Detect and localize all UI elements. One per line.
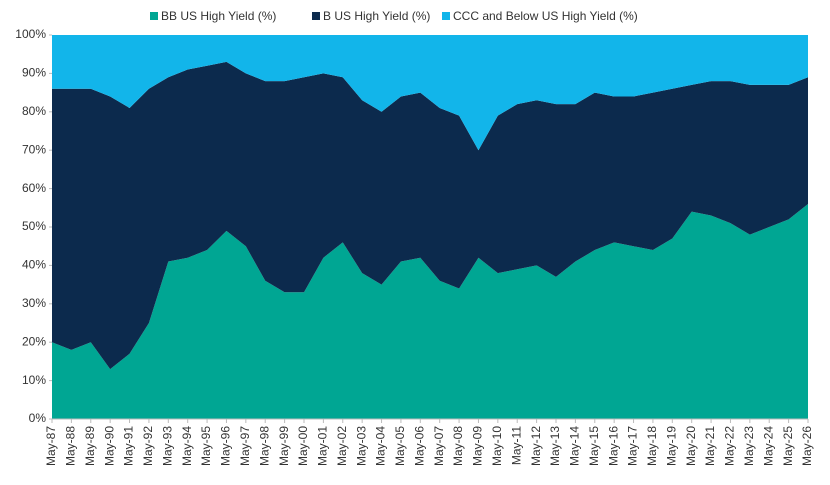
x-tick-label: May-93: [160, 426, 174, 466]
x-tick-label: May-07: [432, 426, 446, 466]
x-tick-label: May-97: [238, 426, 252, 466]
x-tick-label: May-05: [393, 426, 407, 466]
x-tick-label: May-26: [800, 426, 814, 466]
x-tick-label: May-09: [471, 426, 485, 466]
legend-swatch: [312, 12, 320, 20]
x-tick-label: May-91: [122, 426, 136, 466]
x-tick-label: May-10: [490, 426, 504, 466]
x-tick-label: May-94: [180, 426, 194, 466]
y-tick-label: 90%: [22, 66, 46, 80]
x-tick-label: May-22: [723, 426, 737, 466]
x-tick-label: May-20: [684, 426, 698, 466]
x-tick-label: May-06: [412, 426, 426, 466]
x-tick-label: May-24: [761, 426, 775, 466]
x-tick-label: May-12: [529, 426, 543, 466]
x-tick-label: May-00: [296, 426, 310, 466]
y-tick-label: 100%: [15, 27, 46, 41]
legend-label: B US High Yield (%): [323, 9, 430, 23]
x-tick-label: May-08: [451, 426, 465, 466]
x-tick-label: May-04: [374, 426, 388, 466]
x-tick-label: May-88: [64, 426, 78, 466]
x-tick-label: May-95: [199, 426, 213, 466]
area: [52, 61, 808, 370]
x-tick-label: May-19: [664, 426, 678, 466]
x-tick-label: May-90: [102, 426, 116, 466]
area: [52, 35, 808, 151]
legend-label: BB US High Yield (%): [161, 9, 276, 23]
x-tick-label: May-13: [548, 426, 562, 466]
y-tick-label: 0%: [29, 411, 47, 425]
x-tick-label: May-02: [335, 426, 349, 466]
legend-swatch: [150, 12, 158, 20]
x-tick-label: May-99: [277, 426, 291, 466]
x-tick-label: May-03: [354, 426, 368, 466]
y-tick-label: 50%: [22, 219, 46, 233]
y-tick-label: 40%: [22, 258, 46, 272]
y-tick-label: 60%: [22, 181, 46, 195]
x-tick-label: May-18: [645, 426, 659, 466]
x-tick-label: May-11: [509, 426, 523, 465]
x-tick-label: May-92: [141, 426, 155, 466]
area: [52, 203, 808, 419]
x-tick-label: May-17: [626, 426, 640, 466]
x-tick-label: May-23: [742, 426, 756, 466]
x-tick-label: May-89: [83, 426, 97, 466]
x-tick-label: May-15: [587, 426, 601, 466]
x-tick-label: May-25: [781, 426, 795, 466]
y-tick-label: 10%: [22, 373, 46, 387]
y-tick-label: 20%: [22, 334, 46, 348]
y-tick-label: 70%: [22, 142, 46, 156]
legend-swatch: [442, 12, 450, 20]
y-tick-label: 30%: [22, 296, 46, 310]
x-tick-label: May-87: [44, 426, 58, 466]
x-tick-label: May-16: [606, 426, 620, 466]
x-tick-label: May-21: [703, 426, 717, 466]
y-tick-label: 80%: [22, 104, 46, 118]
x-tick-label: May-14: [568, 426, 582, 466]
x-tick-label: May-96: [219, 426, 233, 466]
x-tick-label: May-01: [316, 426, 330, 466]
x-tick-label: May-98: [257, 426, 271, 466]
legend-label: CCC and Below US High Yield (%): [453, 9, 638, 23]
